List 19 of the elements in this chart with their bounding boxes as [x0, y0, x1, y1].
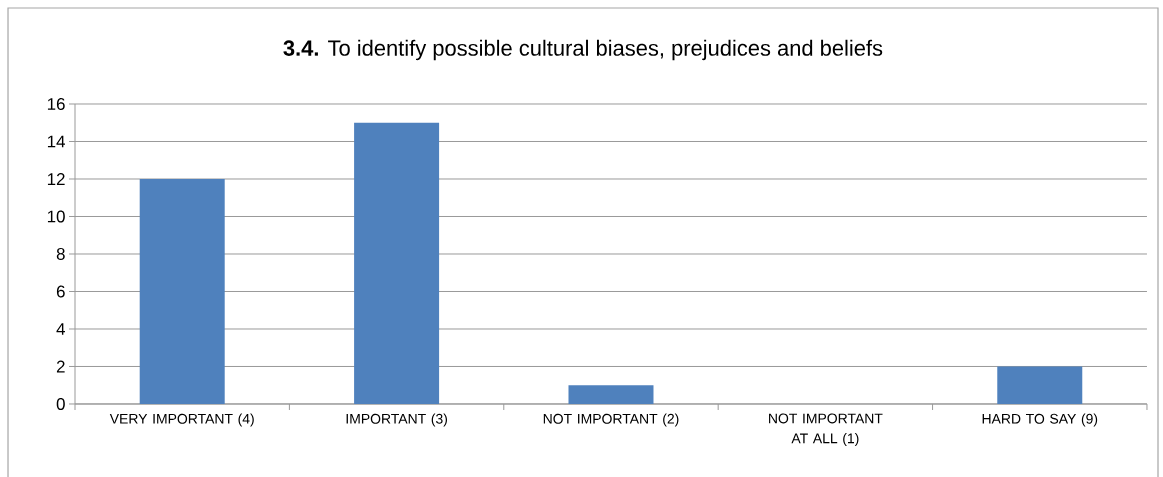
- y-tick-label: 0: [56, 397, 65, 410]
- x-tick-label: NOT IMPORTANT AT ALL (1): [769, 413, 883, 447]
- bar: [997, 366, 1083, 404]
- y-tick-label: 8: [56, 247, 65, 260]
- y-tick-label: 12: [47, 173, 65, 185]
- y-tick-label: 6: [56, 285, 65, 298]
- x-tick-label: VERY IMPORTANT (4): [109, 413, 254, 427]
- bar: [139, 178, 225, 404]
- y-tick-label: 2: [56, 360, 65, 373]
- y-tick-label: 10: [47, 210, 65, 223]
- x-tick-label: IMPORTANT (3): [346, 413, 448, 427]
- x-tick-label: HARD TO SAY (9): [982, 413, 1098, 427]
- y-tick-label: 16: [47, 97, 65, 110]
- bar: [568, 385, 654, 404]
- y-tick-label: 14: [47, 135, 65, 148]
- x-tick-label: NOT IMPORTANT (2): [543, 413, 679, 427]
- bar: [354, 122, 440, 404]
- chart-title: 3.4. To identify possible cultural biases, prejudices and beliefs: [283, 39, 883, 61]
- y-tick-label: 4: [56, 323, 65, 335]
